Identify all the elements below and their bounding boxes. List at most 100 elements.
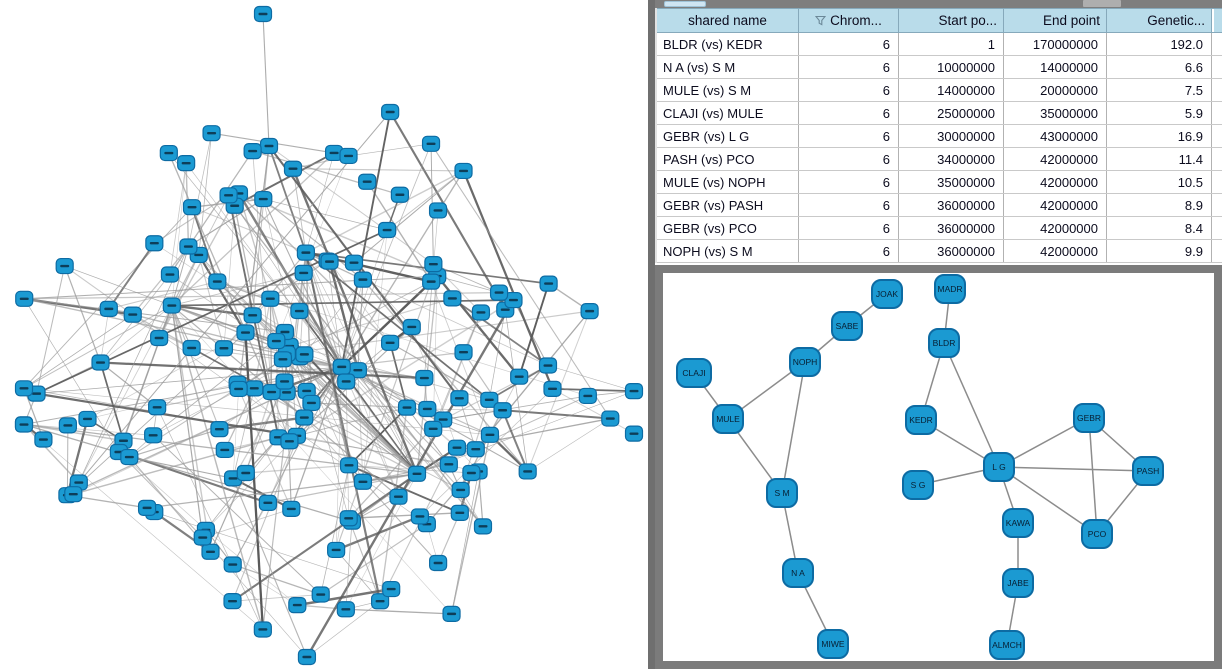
network-node[interactable]: [454, 162, 473, 180]
column-header-3[interactable]: End point: [1004, 8, 1107, 33]
network-node[interactable]: [259, 137, 279, 155]
node-kawa[interactable]: KAWA: [1002, 508, 1034, 538]
edge-LG-PCO[interactable]: [998, 466, 1098, 535]
network-node[interactable]: [150, 329, 169, 347]
network-node[interactable]: [210, 421, 229, 438]
network-node[interactable]: [489, 284, 509, 301]
node-l-g[interactable]: L G: [983, 452, 1015, 482]
network-node[interactable]: [543, 380, 562, 397]
node-s-m[interactable]: S M: [766, 478, 798, 508]
network-node[interactable]: [454, 344, 473, 361]
edge-NOPH-SM[interactable]: [781, 361, 806, 494]
table-row[interactable]: MULE (vs) S M 6 14000000 20000000 7.5: [657, 79, 1222, 102]
network-node[interactable]: [320, 253, 339, 270]
network-node[interactable]: [243, 142, 262, 160]
network-node[interactable]: [424, 256, 443, 273]
column-header-1[interactable]: Chrom...: [799, 8, 899, 33]
network-node[interactable]: [193, 529, 212, 546]
node-n-a[interactable]: N A: [782, 558, 814, 588]
network-node[interactable]: [202, 125, 221, 142]
network-node[interactable]: [389, 488, 408, 505]
network-node[interactable]: [208, 273, 227, 290]
network-node[interactable]: [344, 254, 364, 271]
network-node[interactable]: [283, 160, 303, 177]
network-node[interactable]: [539, 275, 558, 292]
network-node[interactable]: [55, 257, 74, 275]
network-node[interactable]: [159, 144, 178, 162]
network-node[interactable]: [428, 202, 448, 219]
network-node[interactable]: [295, 346, 314, 363]
network-node[interactable]: [137, 499, 157, 516]
column-header-4[interactable]: Genetic...: [1107, 8, 1212, 33]
node-pco[interactable]: PCO: [1081, 519, 1113, 549]
network-node[interactable]: [421, 135, 441, 152]
network-node[interactable]: [358, 173, 377, 190]
network-node[interactable]: [451, 481, 470, 499]
node-noph[interactable]: NOPH: [789, 347, 821, 377]
network-node[interactable]: [447, 439, 467, 456]
network-node[interactable]: [229, 380, 248, 398]
network-node[interactable]: [580, 303, 599, 320]
network-node[interactable]: [324, 144, 344, 162]
network-node[interactable]: [214, 340, 234, 357]
network-node[interactable]: [282, 500, 301, 518]
network-node[interactable]: [182, 339, 201, 357]
network-node[interactable]: [518, 463, 537, 480]
network-node[interactable]: [381, 334, 400, 351]
network-node[interactable]: [288, 596, 307, 614]
network-node[interactable]: [144, 427, 163, 444]
network-node[interactable]: [64, 486, 83, 503]
table-row[interactable]: N A (vs) S M 6 10000000 14000000 6.6: [657, 56, 1222, 79]
filtered-network-view[interactable]: JOAK SABE NOPH CLAJI MULE S M N A MIWE MADR BLDR K…: [655, 265, 1222, 669]
network-node[interactable]: [429, 554, 448, 572]
network-node[interactable]: [215, 441, 234, 459]
node-sabe[interactable]: SABE: [831, 311, 863, 341]
node-madr[interactable]: MADR: [934, 274, 966, 304]
edge-BLDR-LG[interactable]: [943, 342, 1000, 468]
network-node[interactable]: [336, 601, 355, 618]
network-node[interactable]: [120, 448, 139, 466]
network-node[interactable]: [339, 147, 358, 165]
table-row[interactable]: PASH (vs) PCO 6 34000000 42000000 11.4: [657, 148, 1222, 171]
network-node[interactable]: [201, 543, 220, 560]
network-node[interactable]: [397, 399, 417, 416]
network-node[interactable]: [236, 464, 255, 482]
network-node[interactable]: [99, 300, 118, 317]
network-node[interactable]: [162, 297, 181, 314]
network-node[interactable]: [480, 391, 499, 408]
main-network-view[interactable]: [0, 0, 648, 669]
network-node[interactable]: [422, 273, 441, 290]
table-row[interactable]: BLDR (vs) KEDR 6 1 170000000 192.0: [657, 33, 1222, 56]
network-node[interactable]: [273, 351, 293, 368]
network-node[interactable]: [538, 357, 558, 374]
network-node[interactable]: [297, 648, 317, 666]
network-node[interactable]: [504, 291, 523, 309]
network-node[interactable]: [302, 394, 321, 412]
network-node[interactable]: [14, 416, 34, 433]
network-node[interactable]: [267, 332, 286, 350]
network-node[interactable]: [466, 441, 485, 458]
network-node[interactable]: [294, 264, 313, 281]
network-node[interactable]: [58, 417, 77, 434]
scrollbar-tab[interactable]: [664, 1, 706, 7]
network-node[interactable]: [624, 383, 644, 400]
network-node[interactable]: [353, 271, 373, 288]
network-node[interactable]: [402, 318, 421, 336]
network-node[interactable]: [189, 246, 208, 264]
network-node[interactable]: [258, 494, 277, 511]
network-node[interactable]: [462, 464, 481, 482]
network-node[interactable]: [290, 302, 309, 320]
network-node[interactable]: [223, 556, 242, 573]
network-node[interactable]: [418, 400, 437, 418]
network-node[interactable]: [223, 593, 242, 610]
network-node[interactable]: [370, 593, 390, 610]
network-node[interactable]: [14, 380, 34, 397]
network-node[interactable]: [339, 510, 358, 527]
table-row[interactable]: CLAJI (vs) MULE 6 25000000 35000000 5.9: [657, 102, 1222, 125]
network-node[interactable]: [450, 504, 469, 521]
network-node[interactable]: [493, 402, 512, 419]
network-node[interactable]: [480, 426, 500, 443]
network-node[interactable]: [15, 290, 34, 307]
network-node[interactable]: [145, 235, 164, 252]
network-node[interactable]: [601, 410, 620, 427]
